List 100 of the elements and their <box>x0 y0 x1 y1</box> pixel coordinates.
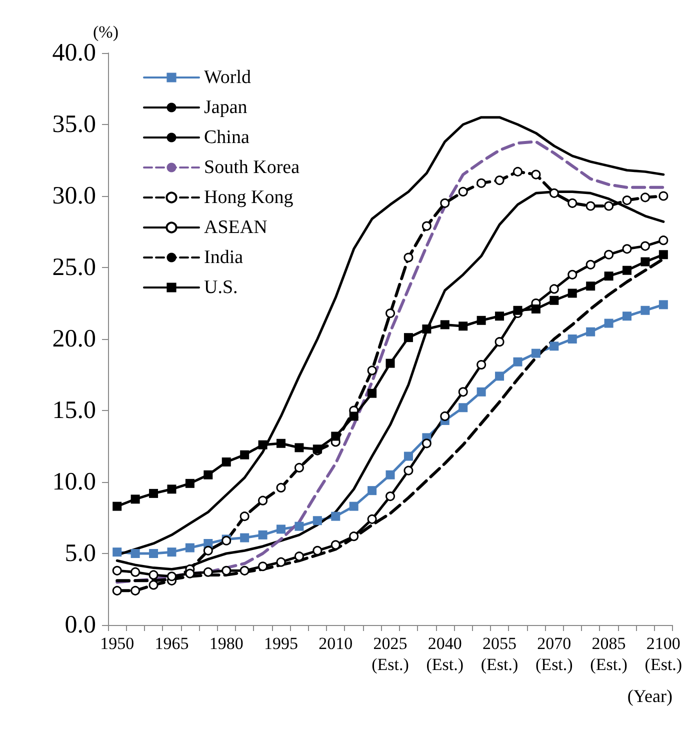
point <box>258 562 268 572</box>
point <box>422 221 432 231</box>
point <box>386 470 395 480</box>
x-axis-title: (Year) <box>627 686 673 706</box>
point <box>203 546 213 556</box>
point <box>240 450 250 460</box>
point <box>130 586 140 596</box>
point <box>568 198 578 208</box>
x-tick-label: 2100 (Est.) <box>644 634 682 674</box>
y-tick-label: 0.0 <box>64 612 96 638</box>
point <box>622 312 632 321</box>
point <box>240 566 250 576</box>
y-tick-label: 15.0 <box>52 397 96 424</box>
point <box>513 357 522 366</box>
point <box>331 512 340 521</box>
x-tick-label: 2040 (Est.) <box>426 634 464 674</box>
point <box>513 166 522 176</box>
point <box>404 466 414 476</box>
point <box>658 300 668 310</box>
point <box>494 176 504 186</box>
x-tick-label: 1995 <box>264 634 298 653</box>
point <box>458 322 468 331</box>
point <box>330 540 340 550</box>
point <box>476 387 486 396</box>
legend-label: Japan <box>204 97 248 118</box>
point <box>404 252 414 262</box>
point <box>166 572 176 582</box>
point <box>531 170 541 180</box>
point <box>658 236 668 246</box>
point <box>640 241 650 251</box>
x-tick-label: 1950 <box>100 634 134 653</box>
point <box>476 360 486 370</box>
point <box>148 580 158 590</box>
legend-label: ASEAN <box>204 217 268 238</box>
point <box>276 524 286 534</box>
point <box>622 266 632 275</box>
point <box>349 502 358 511</box>
point <box>440 198 450 208</box>
point <box>404 452 413 461</box>
point <box>422 324 432 334</box>
x-tick-label: 2025 (Est.) <box>372 634 409 674</box>
point <box>148 570 158 580</box>
point <box>258 530 268 540</box>
point <box>640 306 650 315</box>
point <box>258 496 268 506</box>
point <box>550 342 559 351</box>
point <box>476 316 486 325</box>
point <box>604 272 614 281</box>
point <box>604 201 614 211</box>
point <box>112 586 122 596</box>
point <box>568 334 577 344</box>
legend-label: India <box>204 247 244 268</box>
point <box>276 557 286 567</box>
point <box>550 296 559 305</box>
legend-label: South Korea <box>204 157 300 178</box>
x-tick-label: 2070 (Est.) <box>536 634 573 674</box>
point <box>294 443 304 452</box>
point <box>386 308 396 318</box>
point <box>149 488 158 498</box>
point <box>494 337 504 347</box>
point <box>368 388 377 398</box>
legend-label: Hong Kong <box>204 187 294 208</box>
point <box>294 522 304 531</box>
point <box>386 358 395 368</box>
point <box>204 470 213 480</box>
point <box>112 548 122 557</box>
point <box>640 192 650 202</box>
point <box>658 250 668 260</box>
point <box>349 532 359 542</box>
point <box>240 512 250 522</box>
point <box>185 478 194 488</box>
point <box>531 348 540 358</box>
y-tick-label: 10.0 <box>52 468 96 496</box>
legend-label: China <box>204 127 250 148</box>
point <box>422 438 432 448</box>
point <box>549 188 559 198</box>
point <box>312 546 322 556</box>
point <box>495 312 504 321</box>
y-tick-label: 30.0 <box>52 182 96 210</box>
point <box>568 270 578 280</box>
point <box>222 457 231 466</box>
point <box>312 516 322 526</box>
point <box>513 306 522 315</box>
y-tick-label: 20.0 <box>52 326 96 352</box>
point <box>240 533 250 542</box>
y-tick-label: 5.0 <box>64 540 96 567</box>
x-tick-label: 2010 <box>318 634 353 653</box>
point <box>367 366 377 376</box>
point <box>222 566 232 576</box>
point <box>130 549 140 558</box>
point <box>440 411 450 421</box>
point <box>586 201 596 211</box>
point <box>185 543 194 552</box>
point <box>167 484 176 494</box>
point <box>622 244 632 254</box>
point <box>112 502 122 511</box>
point <box>185 568 195 578</box>
point <box>386 492 396 502</box>
point <box>112 566 122 576</box>
y-axis-title: (%) <box>93 22 118 42</box>
